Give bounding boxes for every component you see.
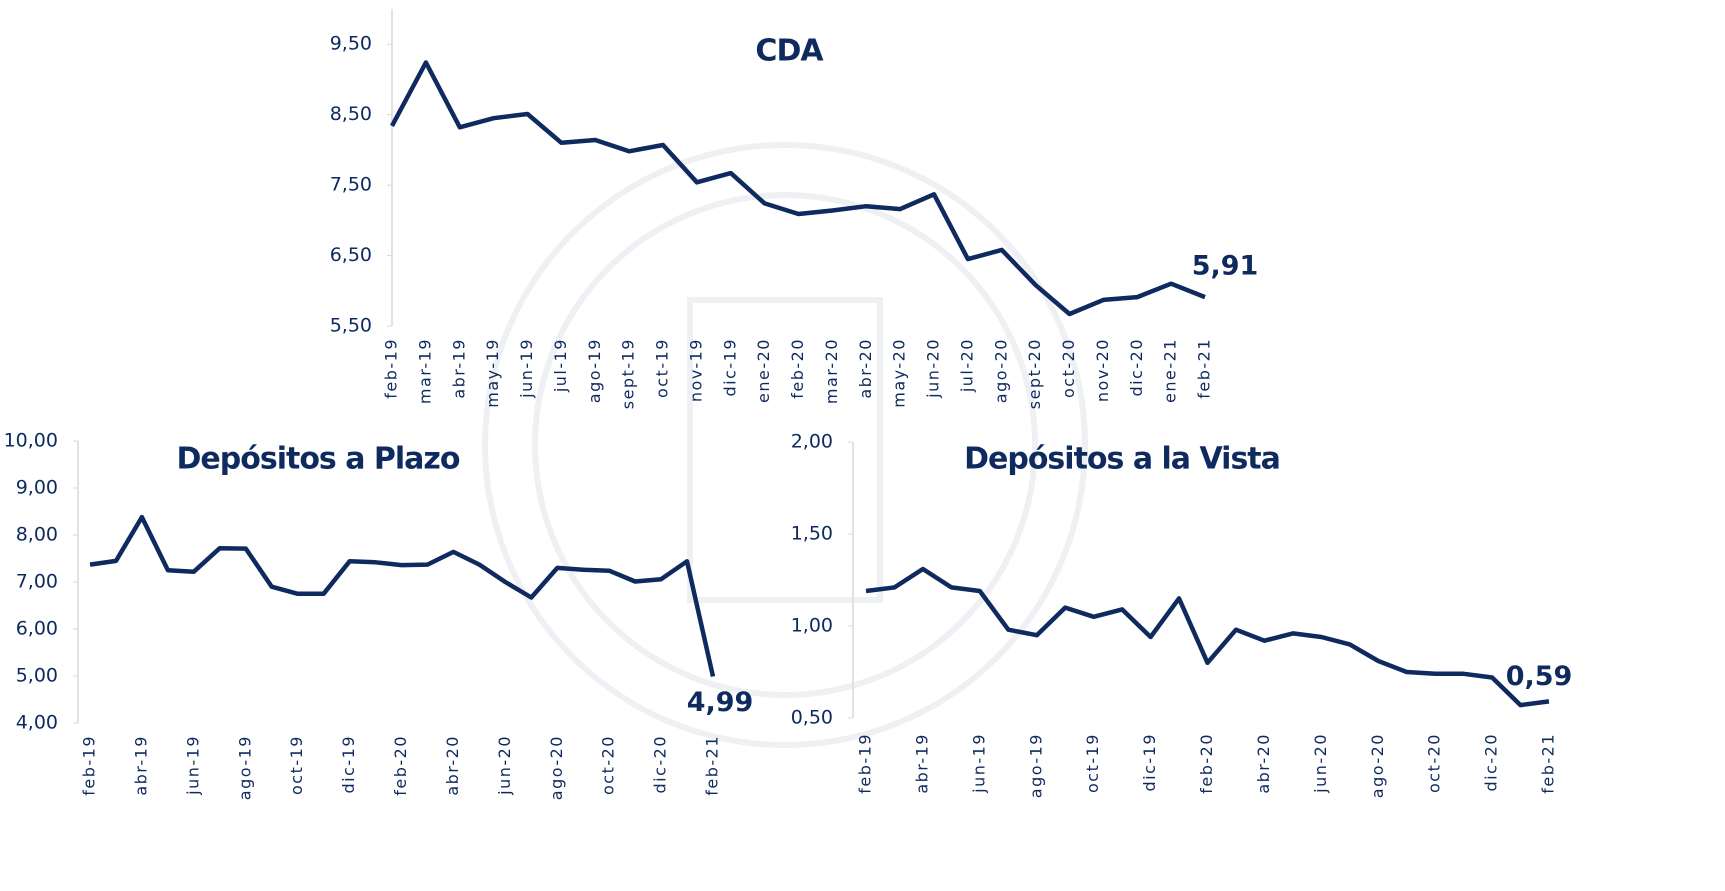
data-label: 0,59 (1506, 661, 1573, 692)
y-tick-label: 1,50 (791, 523, 833, 545)
data-label: 5,91 (1192, 251, 1259, 282)
x-tick-label: abr-20 (443, 735, 462, 796)
x-tick-label: mar-19 (415, 338, 434, 404)
y-tick-label: 8,50 (330, 103, 372, 125)
chart-title: CDA (755, 34, 824, 69)
x-tick-label: feb-21 (703, 735, 722, 796)
x-tick-label: jun-19 (517, 338, 536, 399)
x-tick-label: abr-19 (449, 338, 468, 399)
x-tick-label: oct-20 (1059, 338, 1078, 398)
x-tick-label: ago-19 (1026, 733, 1045, 798)
x-tick-label: jun-20 (924, 338, 943, 399)
watermark (482, 142, 1088, 748)
x-tick-label: feb-20 (1197, 733, 1216, 794)
x-tick-label: may-20 (890, 338, 909, 408)
x-tick-label: may-19 (483, 338, 502, 408)
line-series (390, 60, 1206, 317)
x-tick-label: jul-20 (957, 338, 976, 393)
x-tick-label: dic-19 (720, 338, 739, 397)
x-tick-label: ago-19 (235, 735, 254, 800)
x-tick-label: ene-21 (1161, 338, 1180, 403)
chart-title: Depósitos a Plazo (177, 442, 460, 477)
data-label: 4,99 (687, 687, 754, 718)
y-tick-label: 7,50 (330, 174, 372, 196)
y-tick-label: 1,00 (791, 615, 833, 637)
y-tick-label: 5,00 (16, 665, 58, 687)
x-tick-label: feb-19 (80, 735, 99, 796)
x-tick-label: feb-20 (788, 338, 807, 399)
x-tick-label: sept-19 (619, 338, 638, 409)
x-tick-label: ago-19 (585, 338, 604, 403)
x-tick-label: oct-20 (599, 735, 618, 795)
x-tick-label: sept-20 (1025, 338, 1044, 409)
x-tick-label: nov-19 (686, 338, 705, 402)
x-tick-label: oct-20 (1425, 733, 1444, 793)
y-tick-label: 8,00 (16, 524, 58, 546)
x-tick-label: ene-20 (754, 338, 773, 403)
x-tick-label: ago-20 (547, 735, 566, 800)
x-tick-label: dic-20 (1127, 338, 1146, 397)
line-series (89, 514, 716, 677)
x-tick-label: feb-19 (382, 338, 401, 399)
y-tick-label: 9,50 (330, 33, 372, 55)
x-tick-label: oct-19 (1083, 733, 1102, 793)
chart-title: Depósitos a la Vista (964, 442, 1280, 477)
x-tick-label: dic-20 (651, 735, 670, 794)
x-tick-label: dic-19 (339, 735, 358, 794)
y-tick-label: 2,00 (791, 431, 833, 453)
y-tick-label: 7,00 (16, 571, 58, 593)
x-tick-label: jul-19 (551, 338, 570, 393)
x-tick-label: abr-20 (856, 338, 875, 399)
x-tick-label: dic-20 (1482, 733, 1501, 792)
x-tick-label: jun-20 (495, 735, 514, 796)
x-tick-label: feb-19 (856, 733, 875, 794)
y-tick-label: 10,00 (4, 430, 58, 452)
x-tick-label: mar-20 (822, 338, 841, 404)
x-tick-label: feb-21 (1195, 338, 1214, 399)
y-tick-label: 6,50 (330, 244, 372, 266)
y-tick-label: 9,00 (16, 477, 58, 499)
x-tick-label: dic-19 (1140, 733, 1159, 792)
y-tick-label: 0,50 (791, 707, 833, 729)
x-tick-label: nov-20 (1093, 338, 1112, 402)
x-tick-label: jun-19 (969, 733, 988, 794)
y-tick-label: 5,50 (330, 315, 372, 337)
x-tick-label: abr-19 (912, 733, 931, 794)
x-tick-label: ago-20 (1368, 733, 1387, 798)
x-tick-label: feb-20 (391, 735, 410, 796)
y-tick-label: 6,00 (16, 618, 58, 640)
x-tick-label: jun-19 (183, 735, 202, 796)
x-tick-label: jun-20 (1311, 733, 1330, 794)
x-tick-label: oct-19 (287, 735, 306, 795)
line-series (865, 566, 1550, 708)
y-tick-label: 4,00 (16, 712, 58, 734)
x-tick-label: feb-21 (1539, 733, 1558, 794)
x-tick-label: abr-20 (1254, 733, 1273, 794)
x-tick-label: ago-20 (991, 338, 1010, 403)
x-tick-label: oct-19 (653, 338, 672, 398)
x-tick-label: abr-19 (131, 735, 150, 796)
